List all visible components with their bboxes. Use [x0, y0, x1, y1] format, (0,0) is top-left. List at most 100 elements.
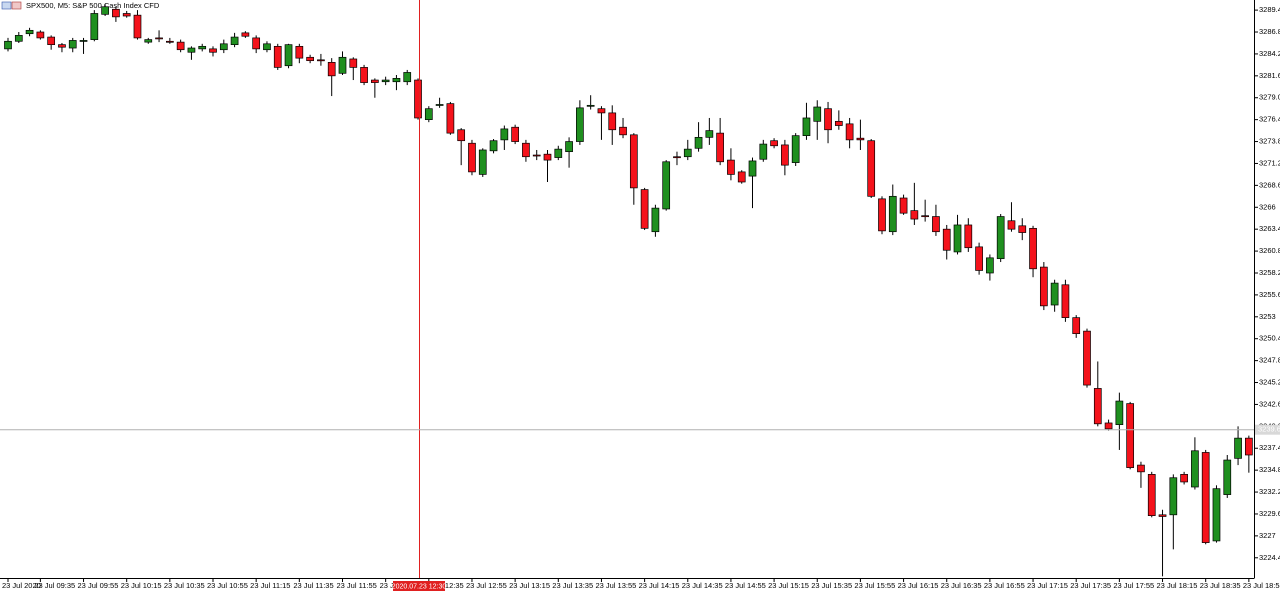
- candle-body: [834, 120, 843, 126]
- ticks: 3289.4 3286.8 3284.2 3281.6 3279.0 3276.4 3273…: [2, 5, 1280, 590]
- y-tick-label: 3281.6: [1259, 71, 1280, 80]
- candle-body: [705, 130, 714, 138]
- x-tick-label: 23 Jul 09:35: [34, 581, 75, 590]
- candle-body: [1223, 459, 1232, 495]
- y-tick-label: 3245.2: [1259, 378, 1280, 387]
- x-tick-label: 23 Jul 18:35: [1200, 581, 1241, 590]
- candle-body: [522, 142, 530, 158]
- y-tick-label: 3253: [1259, 312, 1276, 321]
- candle-body: [737, 171, 746, 183]
- candle-body: [327, 61, 336, 77]
- candle-body: [187, 47, 196, 53]
- candle-body: [759, 143, 768, 160]
- candle-body: [47, 36, 56, 46]
- candles: [4, 4, 1253, 577]
- candle-body: [79, 40, 88, 42]
- candle-body: [899, 197, 908, 214]
- x-tick-label: 23 Jul 11:55: [336, 581, 376, 590]
- candle-body: [90, 13, 99, 40]
- candle-body: [845, 123, 854, 141]
- chart-title: SPX500, M5: S&P 500 Cash Index CFD: [26, 1, 160, 10]
- candle-body: [1191, 450, 1199, 488]
- x-tick-label: 23 Jul 14:35: [682, 581, 723, 590]
- candle-body: [1234, 437, 1242, 459]
- y-tick-label: 3229.6: [1259, 509, 1280, 518]
- symbol-icon: [1, 1, 22, 10]
- candle-body: [1147, 474, 1156, 517]
- candle-body: [144, 39, 153, 43]
- y-tick-label: 3276.4: [1259, 115, 1280, 124]
- candle-body: [694, 136, 703, 149]
- candle-body: [554, 148, 563, 158]
- candle-body: [1093, 388, 1102, 425]
- x-tick-label: 23 Jul 15:15: [768, 581, 809, 590]
- candle-body: [1007, 220, 1016, 230]
- candle-body: [155, 37, 163, 40]
- candle-body: [888, 195, 897, 233]
- candle-body: [446, 103, 455, 134]
- crosshair-labels: 2020.07.23 12:30 3239.6: [0, 425, 1280, 591]
- candle-body: [727, 159, 735, 175]
- x-tick-label: 23 Jul 10:55: [207, 581, 248, 590]
- candle-body: [932, 216, 940, 233]
- candle-body: [683, 148, 692, 158]
- candle-body: [673, 156, 681, 159]
- x-tick-label: 23 Jul 17:35: [1070, 581, 1111, 590]
- candle-body: [597, 108, 606, 114]
- x-tick-label: 23 Jul 14:55: [725, 581, 766, 590]
- candle-body: [565, 141, 573, 153]
- candle-body: [295, 45, 304, 59]
- candle-body: [176, 41, 185, 51]
- y-tick-label: 3279.0: [1259, 93, 1280, 102]
- candle-body: [4, 40, 12, 50]
- candle-body: [122, 13, 131, 17]
- candle-body: [230, 36, 239, 46]
- x-tick-label: 23 Jul 11:15: [250, 581, 290, 590]
- candle-body: [133, 14, 142, 39]
- candle-body: [964, 224, 973, 249]
- candle-body: [619, 126, 627, 136]
- crosshair-time: 2020.07.23 12:30: [392, 583, 447, 590]
- candle-body: [1137, 464, 1145, 473]
- candle-body: [14, 35, 23, 42]
- x-tick-label: 23 Jul 15:55: [854, 581, 895, 590]
- candle-body: [824, 108, 832, 131]
- candle-body: [1072, 317, 1081, 335]
- candle-body: [543, 153, 552, 161]
- candle-body: [112, 8, 120, 18]
- candle-body: [1212, 488, 1221, 542]
- candle-body: [953, 224, 962, 253]
- candle-body: [468, 142, 476, 173]
- y-tick-label: 3227: [1259, 531, 1276, 540]
- candle-body: [36, 31, 45, 39]
- candle-body: [1169, 477, 1178, 516]
- candle-body: [586, 104, 595, 107]
- candle-body: [219, 43, 228, 51]
- candle-body: [360, 67, 368, 83]
- x-tick-label: 23 Jul 2020: [2, 581, 41, 590]
- candle-body: [996, 216, 1005, 260]
- candle-body: [489, 140, 498, 152]
- x-tick-label: 23 Jul 14:15: [639, 581, 680, 590]
- x-tick-label: 23 Jul 13:15: [509, 581, 550, 590]
- y-tick-label: 3273.8: [1259, 137, 1280, 146]
- candle-body: [986, 257, 994, 274]
- y-tick-label: 3271.2: [1259, 158, 1280, 167]
- candle-body: [424, 108, 433, 120]
- candle-body: [662, 161, 671, 210]
- y-tick-label: 3260.8: [1259, 246, 1280, 255]
- candle-body: [791, 135, 800, 163]
- candle-body: [770, 140, 778, 147]
- candle-body: [781, 144, 789, 166]
- candle-body: [1201, 452, 1210, 543]
- candle-body: [58, 44, 66, 48]
- y-tick-label: 3255.6: [1259, 290, 1280, 299]
- candle-body: [748, 160, 757, 177]
- candle-body: [629, 134, 638, 189]
- candle-body: [371, 79, 379, 83]
- candle-body: [511, 126, 519, 142]
- x-tick-label: 23 Jul 10:15: [121, 581, 162, 590]
- candle-body: [1244, 437, 1253, 456]
- candle-body: [284, 44, 293, 67]
- candle-body: [198, 45, 207, 50]
